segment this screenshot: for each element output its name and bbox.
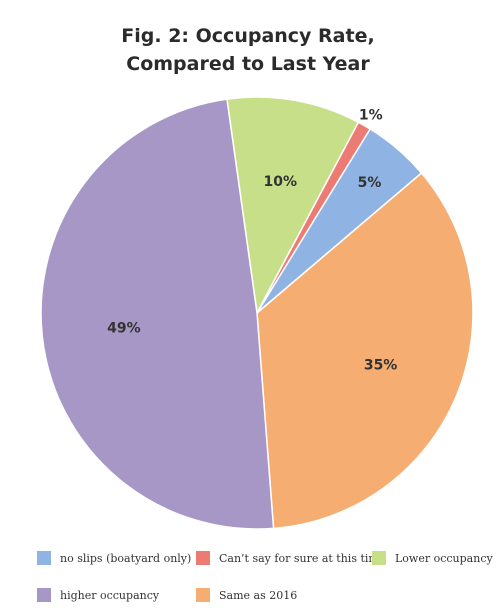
legend-label: Same as 2016 (219, 589, 297, 602)
chart-title-line-2: Compared to Last Year (126, 53, 370, 75)
legend-item-no-slips-boatyard-only: no slips (boatyard only) (37, 551, 191, 565)
legend-swatch (196, 588, 210, 602)
legend-item-higher-occupancy: higher occupancy (37, 588, 160, 602)
legend-item-same-as-2016: Same as 2016 (196, 588, 297, 602)
pie-label-no-slips-boatyard-only: 5% (358, 175, 382, 191)
legend-swatch (372, 551, 386, 565)
pie-slice-higher-occupancy (40, 98, 275, 530)
legend-swatch (37, 588, 51, 602)
legend-label: higher occupancy (60, 589, 160, 602)
pie-labels: 10% 1% 5% 35% 49% (107, 107, 397, 373)
legend-item-can-t-say-for-sure-at-this-time: Can’t say for sure at this time (196, 551, 385, 565)
legend-label: no slips (boatyard only) (60, 552, 191, 565)
pie-label-same-as-2016: 35% (364, 358, 398, 374)
chart-title: Fig. 2: Occupancy Rate, Compared to Last… (121, 25, 374, 75)
legend: no slips (boatyard only) Can’t say for su… (37, 551, 493, 602)
pie-slices (40, 96, 474, 530)
legend-item-lower-occupancy: Lower occupancy (372, 551, 493, 565)
legend-label: Can’t say for sure at this time (219, 552, 385, 565)
pie-label-higher-occupancy: 49% (107, 321, 141, 337)
pie-slice-same-as-2016 (256, 171, 474, 530)
legend-label: Lower occupancy (395, 552, 493, 565)
chart-title-line-1: Fig. 2: Occupancy Rate, (121, 25, 374, 47)
pie-label-lower-occupancy: 10% (264, 174, 298, 190)
legend-swatch (37, 551, 51, 565)
pie-label-can-t-say-for-sure-at-this-time: 1% (359, 107, 383, 123)
legend-swatch (196, 551, 210, 565)
pie-slice-lower-occupancy (226, 96, 360, 316)
